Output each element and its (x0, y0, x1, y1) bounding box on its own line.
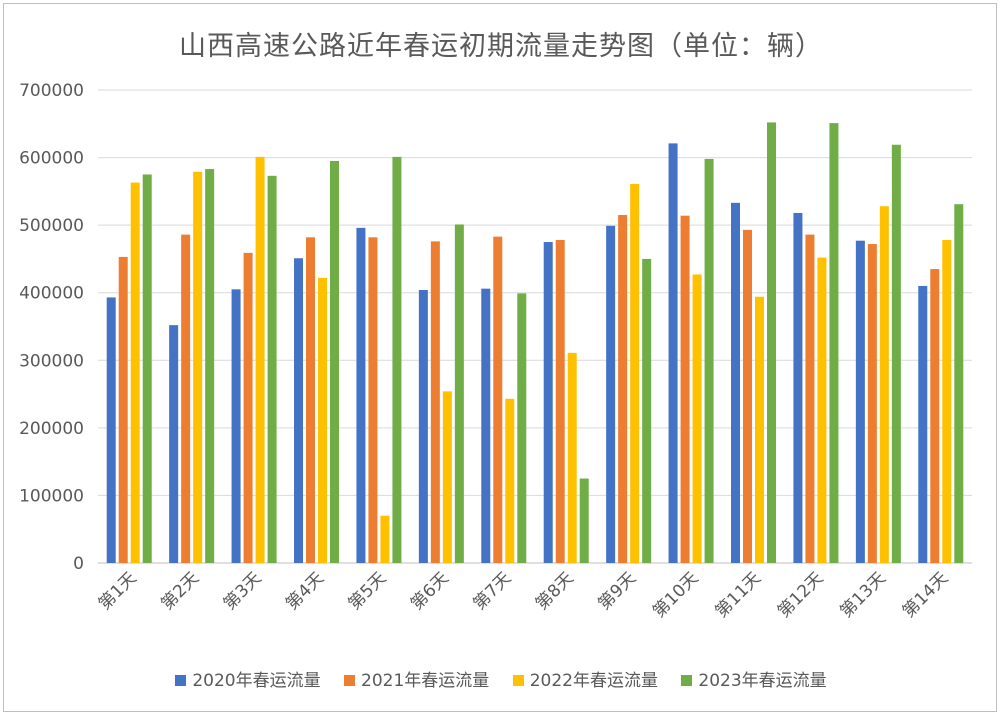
bar (142, 174, 152, 563)
legend-label-2023: 2023年春运流量 (698, 671, 827, 691)
bar (306, 237, 315, 563)
y-tick-label: 600000 (19, 149, 84, 169)
bar (891, 144, 901, 564)
bar (817, 257, 827, 563)
bar (392, 156, 402, 563)
y-tick-label: 200000 (19, 419, 84, 439)
legend-swatch-2020 (175, 675, 187, 686)
legend-label-2022: 2022年春运流量 (529, 671, 658, 691)
x-tick-label: 第4天 (282, 568, 328, 614)
bar (267, 175, 277, 563)
x-tick-label: 第6天 (407, 568, 453, 614)
bar (954, 204, 964, 563)
bar (231, 289, 241, 563)
legend: 2020年春运流量 2021年春运流量 2022年春运流量 2023年春运流量 (0, 666, 1002, 691)
bar (543, 242, 553, 564)
legend-swatch-2023 (681, 675, 693, 686)
x-tick-label: 第10天 (649, 568, 702, 621)
bar (442, 391, 452, 563)
bar (517, 293, 527, 563)
bar (680, 215, 690, 563)
bar (181, 234, 191, 564)
bar (255, 156, 265, 563)
bar (793, 212, 803, 564)
x-tick-label: 第2天 (157, 568, 203, 614)
bar (418, 290, 428, 563)
bar (330, 160, 339, 563)
bar (692, 274, 702, 563)
y-tick-label: 0 (73, 554, 84, 574)
bar (205, 169, 215, 563)
y-tick-label: 700000 (19, 81, 84, 101)
y-tick-label: 300000 (19, 351, 84, 371)
x-tick-label: 第14天 (899, 568, 952, 621)
bar (193, 171, 203, 564)
legend-swatch-2022 (512, 675, 524, 686)
legend-item-2022: 2022年春运流量 (512, 666, 658, 691)
x-tick-label: 第7天 (469, 568, 515, 614)
bar (567, 352, 577, 563)
bar (805, 234, 815, 564)
bar (130, 182, 140, 563)
bar (481, 288, 491, 563)
x-tick-label: 第11天 (712, 568, 765, 621)
bar (855, 240, 865, 564)
bar (368, 237, 378, 563)
bar (505, 398, 515, 563)
bar (829, 123, 839, 564)
bar (867, 244, 877, 563)
bar (579, 478, 589, 563)
bar (879, 206, 889, 564)
bar (555, 240, 565, 563)
bar (930, 269, 940, 563)
y-tick-label: 100000 (19, 486, 84, 506)
bar (118, 256, 128, 563)
bar (380, 515, 390, 563)
bar (668, 143, 678, 564)
bar (630, 183, 640, 563)
bar (318, 277, 327, 563)
x-tick-label: 第1天 (95, 568, 141, 614)
legend-label-2020: 2020年春运流量 (192, 671, 321, 691)
bar (642, 258, 652, 563)
legend-swatch-2021 (344, 675, 356, 686)
bar (243, 252, 253, 563)
legend-item-2020: 2020年春运流量 (175, 666, 321, 691)
bar (356, 227, 366, 564)
bar (606, 225, 616, 563)
bar (918, 285, 928, 563)
x-tick-label: 第13天 (836, 568, 889, 621)
bar (618, 215, 628, 563)
x-tick-label: 第8天 (532, 568, 578, 614)
bar (942, 240, 952, 563)
x-tick-label: 第3天 (220, 568, 266, 614)
bar (743, 229, 752, 563)
bar (731, 202, 740, 563)
bar (169, 325, 179, 563)
chart-title: 山西高速公路近年春运初期流量走势图（单位：辆） (179, 31, 823, 62)
bar (704, 158, 714, 563)
bar (106, 297, 116, 563)
legend-item-2021: 2021年春运流量 (344, 666, 489, 691)
bar (454, 224, 464, 563)
y-tick-label: 400000 (19, 284, 84, 304)
bar (430, 241, 440, 564)
bar (755, 296, 764, 563)
legend-label-2021: 2021年春运流量 (361, 671, 490, 691)
x-tick-label: 第5天 (345, 568, 391, 614)
legend-item-2023: 2023年春运流量 (681, 666, 827, 691)
x-tick-label: 第12天 (774, 568, 827, 621)
bar (767, 122, 776, 563)
bar (493, 236, 503, 563)
bar (294, 258, 303, 563)
x-tick-label: 第9天 (594, 568, 640, 614)
y-tick-label: 500000 (19, 216, 84, 236)
